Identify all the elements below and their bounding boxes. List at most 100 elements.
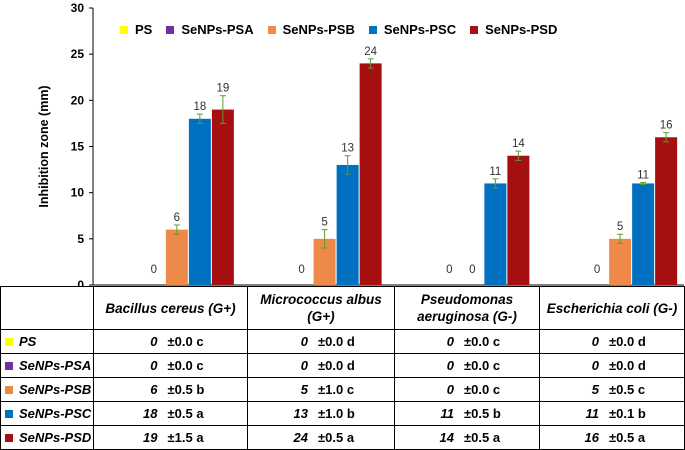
cell-sd-letter: ±0.0 c bbox=[464, 382, 501, 397]
table-cell: 0 ±0.0 d bbox=[247, 353, 395, 378]
cell-mean: 14 bbox=[439, 430, 454, 445]
cell-sd-letter: ±0.0 d bbox=[609, 334, 646, 349]
y-tick-label: 20 bbox=[71, 93, 85, 107]
bar-senps-psc bbox=[484, 183, 507, 285]
cell-sd-letter: ±0.0 c bbox=[464, 358, 501, 373]
bar-senps-psc bbox=[632, 183, 655, 285]
table-cell: 0 ±0.0 d bbox=[539, 353, 685, 378]
data-table: Bacillus cereus (G+) Micrococcus albus (G… bbox=[0, 286, 685, 450]
cell-sd-letter: ±0.0 c bbox=[167, 334, 204, 349]
cell-mean: 24 bbox=[293, 430, 308, 445]
table-cell: 5 ±1.0 c bbox=[247, 377, 395, 402]
cell-sd-letter: ±0.5 b bbox=[167, 382, 205, 397]
cell-mean: 0 bbox=[446, 358, 454, 373]
cell-mean: 0 bbox=[446, 334, 454, 349]
cell-mean: 6 bbox=[150, 382, 158, 397]
bar-value-label: 6 bbox=[174, 212, 180, 224]
bar-senps-psb bbox=[165, 229, 188, 285]
cell-sd-letter: ±1.0 c bbox=[318, 382, 355, 397]
row-series-name: SeNPs-PSA bbox=[19, 358, 92, 373]
bar-senps-psc bbox=[188, 118, 211, 285]
table-row-label: SeNPs-PSB bbox=[0, 377, 94, 402]
bar-value-label: 19 bbox=[216, 83, 229, 95]
table-column-header: Pseudomonas aeruginosa (G-) bbox=[394, 286, 540, 330]
y-tick-label: 15 bbox=[71, 140, 85, 154]
cell-mean: 18 bbox=[143, 406, 158, 421]
table-cell: 0 ±0.0 c bbox=[93, 329, 248, 354]
table-cell: 0 ±0.0 c bbox=[93, 353, 248, 378]
table-row-label: SeNPs-PSC bbox=[0, 401, 94, 426]
cell-mean: 13 bbox=[293, 406, 308, 421]
y-tick-label: 10 bbox=[71, 186, 85, 200]
table-column-header: Bacillus cereus (G+) bbox=[93, 286, 248, 330]
cell-sd-letter: ±1.5 a bbox=[167, 430, 204, 445]
cell-sd-letter: ±0.0 c bbox=[167, 358, 204, 373]
bar-value-label: 16 bbox=[660, 120, 673, 132]
bar-value-label: 13 bbox=[341, 143, 354, 155]
bar-value-label: 5 bbox=[321, 217, 327, 229]
cell-sd-letter: ±0.5 a bbox=[609, 430, 646, 445]
legend-item: SeNPs-PSB bbox=[267, 22, 355, 37]
y-tick-label: 30 bbox=[71, 1, 85, 15]
table-cell: 24 ±0.5 a bbox=[247, 425, 395, 450]
legend-label: SeNPs-PSB bbox=[282, 22, 355, 37]
bar-senps-psc bbox=[336, 164, 359, 285]
bar-value-label: 5 bbox=[617, 221, 623, 233]
table-row: SeNPs-PSA 0 ±0.0 c 0 ±0.0 d 0 ±0.0 c 0 ±0.0 d bbox=[0, 353, 685, 378]
table-row: SeNPs-PSD 19 ±1.5 a 24 ±0.5 a 14 ±0.5 a 16 ±0.5 … bbox=[0, 425, 685, 450]
cell-sd-letter: ±0.5 a bbox=[167, 406, 204, 421]
cell-sd-letter: ±0.5 b bbox=[464, 406, 501, 421]
cell-mean: 11 bbox=[585, 406, 600, 421]
table-row: SeNPs-PSB 6 ±0.5 b 5 ±1.0 c 0 ±0.0 c 5 ±0.5 c bbox=[0, 377, 685, 402]
legend-item: SeNPs-PSC bbox=[368, 22, 456, 37]
row-series-name: SeNPs-PSC bbox=[19, 406, 92, 421]
table-corner-cell bbox=[0, 286, 94, 330]
row-series-name: PS bbox=[19, 334, 37, 349]
legend-item: PS bbox=[120, 22, 152, 37]
bar-value-label: 0 bbox=[446, 264, 452, 276]
cell-mean: 0 bbox=[150, 358, 158, 373]
cell-sd-letter: ±0.5 a bbox=[464, 430, 501, 445]
bar-senps-psb bbox=[313, 238, 336, 285]
bar-value-label: 14 bbox=[512, 138, 525, 150]
bar-value-label: 11 bbox=[489, 166, 501, 178]
row-swatch bbox=[5, 362, 13, 370]
table-row-label: PS bbox=[0, 329, 94, 354]
bar-chart: 0 5 10 15 20 25 30 Inhibition zone (mm) 0 6 18 19 0 5… bbox=[37, 1, 684, 286]
cell-mean: 5 bbox=[591, 382, 599, 397]
legend-label: SeNPs-PSD bbox=[485, 22, 558, 37]
y-tick-label: 0 bbox=[77, 278, 84, 286]
table-cell: 11 ±0.1 b bbox=[539, 401, 685, 426]
table-row: PS 0 ±0.0 c 0 ±0.0 d 0 ±0.0 c 0 ±0.0 d bbox=[0, 329, 685, 354]
chart-legend: PS SeNPs-PSA SeNPs-PSB SeNPs-PSC SeNPs-PSD bbox=[120, 22, 557, 37]
table-column-header: Micrococcus albus (G+) bbox=[247, 286, 395, 330]
legend-item: SeNPs-PSD bbox=[470, 22, 557, 37]
cell-mean: 0 bbox=[300, 358, 308, 373]
legend-label: PS bbox=[135, 22, 153, 37]
cell-mean: 11 bbox=[440, 406, 455, 421]
table-cell: 5 ±0.5 c bbox=[539, 377, 685, 402]
bar-senps-psd bbox=[359, 63, 382, 286]
table-header-row: Bacillus cereus (G+) Micrococcus albus (G… bbox=[0, 286, 685, 330]
table-row-label: SeNPs-PSD bbox=[0, 425, 94, 450]
bar-value-label: 0 bbox=[151, 264, 157, 276]
bar-value-label: 18 bbox=[193, 101, 206, 113]
cell-mean: 5 bbox=[300, 382, 308, 397]
table-cell: 0 ±0.0 c bbox=[394, 377, 540, 402]
table-cell: 16 ±0.5 a bbox=[539, 425, 685, 450]
table-cell: 0 ±0.0 d bbox=[539, 329, 685, 354]
row-swatch bbox=[5, 338, 13, 346]
cell-sd-letter: ±0.0 c bbox=[464, 334, 501, 349]
cell-sd-letter: ±0.1 b bbox=[609, 406, 646, 421]
bar-senps-psd bbox=[507, 155, 530, 285]
table-cell: 13 ±1.0 b bbox=[247, 401, 395, 426]
bar-value-label: 0 bbox=[594, 264, 600, 276]
cell-mean: 0 bbox=[591, 334, 599, 349]
row-series-name: SeNPs-PSB bbox=[19, 382, 92, 397]
cell-mean: 0 bbox=[591, 358, 599, 373]
table-column-header: Escherichia coli (G-) bbox=[539, 286, 685, 330]
table-cell: 0 ±0.0 c bbox=[394, 329, 540, 354]
y-tick-label: 5 bbox=[77, 232, 84, 246]
bar-senps-psd bbox=[655, 137, 678, 285]
legend-swatch bbox=[166, 25, 175, 34]
